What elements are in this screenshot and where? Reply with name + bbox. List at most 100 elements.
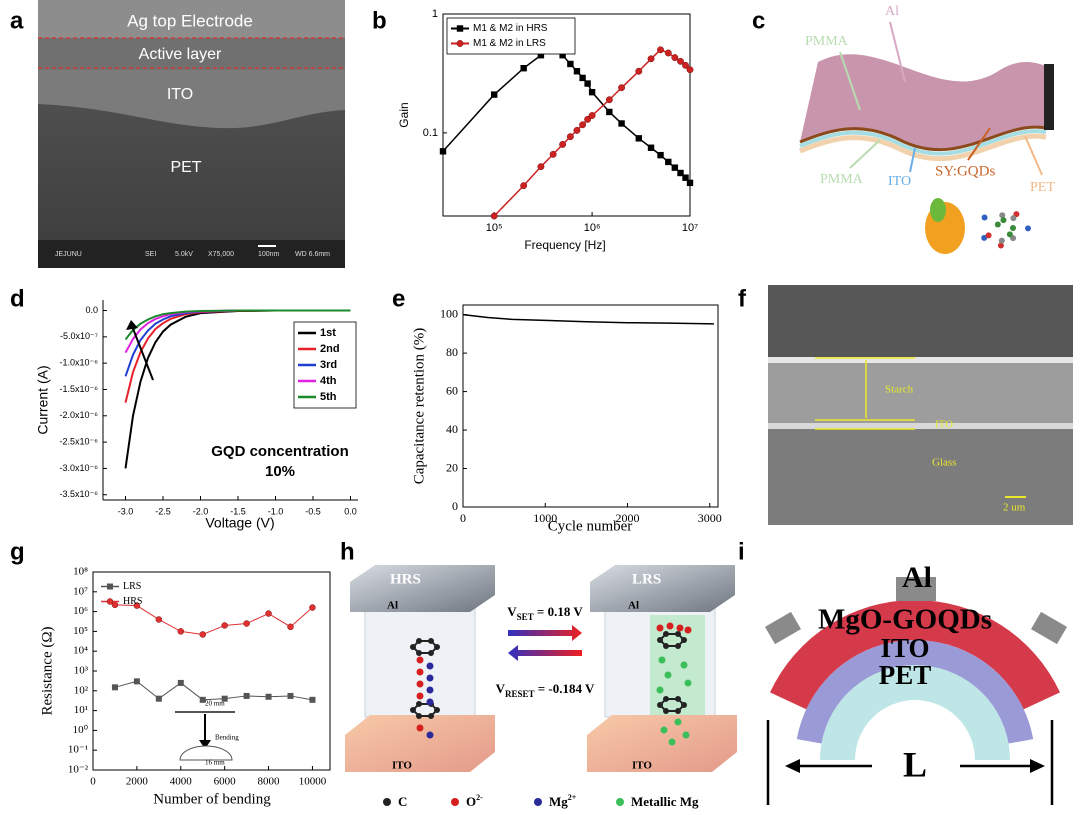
x-tick-label: 2000 bbox=[126, 776, 149, 788]
arrow bbox=[1024, 135, 1043, 176]
y-tick-label: 0.0 bbox=[85, 305, 98, 315]
x-tick-label: 3000 bbox=[698, 511, 722, 525]
marker bbox=[584, 115, 592, 123]
sem-footer bbox=[38, 240, 345, 268]
starch-layer bbox=[768, 363, 1073, 423]
y-tick-label: 1 bbox=[432, 8, 438, 20]
layer-label: PET bbox=[170, 159, 201, 176]
background-region bbox=[768, 285, 1073, 357]
marker bbox=[605, 96, 613, 104]
layer-label: Ag top Electrode bbox=[127, 11, 253, 30]
footer-text: JEJUNU bbox=[55, 251, 82, 258]
atom bbox=[1006, 231, 1013, 238]
ag-layer bbox=[38, 0, 345, 38]
x-tick-label: 10⁶ bbox=[584, 222, 601, 234]
carbon-atom bbox=[416, 713, 422, 720]
layer-label: ITO bbox=[935, 419, 953, 431]
legend-label: 1st bbox=[320, 327, 336, 339]
inset-dome bbox=[179, 745, 233, 761]
charts: 10⁵ 10⁶ 10⁷ 0.1 1 Frequency [Hz] Gain M1 & M2 i… bbox=[35, 8, 722, 808]
ion bbox=[656, 686, 664, 694]
ion bbox=[416, 724, 424, 732]
footer-text: X75,000 bbox=[208, 251, 234, 258]
electrode-label: ITO bbox=[392, 760, 412, 772]
reset-voltage: VRESET = -0.184 V bbox=[496, 681, 595, 699]
atom bbox=[998, 237, 1005, 244]
series-line bbox=[493, 48, 691, 217]
carbon-atom bbox=[675, 708, 681, 715]
y-tick-label: 40 bbox=[446, 422, 458, 436]
panel-letter: f bbox=[738, 285, 747, 312]
y-axis-label: Current (A) bbox=[35, 365, 51, 434]
carbon-atom bbox=[657, 702, 663, 708]
atoms bbox=[410, 622, 692, 746]
marker bbox=[199, 696, 206, 703]
atom bbox=[981, 234, 988, 241]
ion bbox=[684, 626, 692, 634]
atom bbox=[985, 232, 992, 239]
marker bbox=[287, 692, 294, 699]
atom bbox=[999, 212, 1006, 219]
annotation: 20 mm bbox=[205, 700, 225, 708]
carbon-atom bbox=[675, 695, 681, 702]
marker bbox=[567, 60, 574, 68]
marker bbox=[606, 108, 613, 116]
label-arrows bbox=[839, 21, 1043, 176]
marker bbox=[618, 84, 626, 92]
carbon-atom bbox=[657, 637, 663, 643]
marker bbox=[133, 602, 141, 609]
x-tick-label: 10⁵ bbox=[486, 222, 503, 234]
x-tick-label: 0.0 bbox=[344, 506, 357, 516]
plot-frame bbox=[442, 13, 691, 217]
bottom-electrode bbox=[345, 715, 495, 772]
carbon-atom bbox=[663, 695, 669, 702]
arch-layer bbox=[769, 600, 1061, 710]
marker bbox=[682, 61, 689, 69]
marker bbox=[566, 133, 574, 141]
marker bbox=[573, 126, 581, 134]
y-tick-label: -5.0x10⁻⁷ bbox=[60, 331, 98, 341]
y-tick-label: 10⁵ bbox=[73, 625, 88, 637]
panel-letter: c bbox=[752, 7, 765, 34]
x-axis-label: Number of bending bbox=[153, 791, 271, 807]
yellow-guides bbox=[815, 357, 1026, 498]
sem-footer-text: JEJUNU SEI 5.0kV X75,000 100nm WD 6.6mm bbox=[55, 251, 330, 258]
series-line bbox=[114, 680, 313, 701]
active-layer bbox=[38, 38, 345, 70]
ion bbox=[682, 731, 690, 739]
annotation: Bending bbox=[215, 734, 239, 742]
ion bbox=[426, 731, 434, 739]
ion bbox=[674, 718, 682, 726]
legend-label: Metallic Mg bbox=[631, 794, 699, 809]
marker bbox=[133, 678, 140, 685]
reset-arrow bbox=[508, 645, 582, 661]
ion bbox=[666, 622, 674, 630]
y-tick-label: -1.5x10⁻⁶ bbox=[60, 384, 99, 394]
arrow bbox=[849, 139, 881, 169]
x-tick-label: -3.0 bbox=[118, 506, 134, 516]
state-label: LRS bbox=[632, 571, 661, 587]
marker bbox=[265, 693, 272, 700]
marker bbox=[155, 616, 163, 623]
layer-label: ITO bbox=[167, 86, 193, 103]
arrow bbox=[889, 21, 906, 83]
marker bbox=[559, 140, 567, 148]
ion bbox=[656, 624, 664, 632]
set-arrow bbox=[508, 625, 582, 641]
marker bbox=[107, 583, 113, 590]
y-tick-label: 10⁻² bbox=[68, 764, 89, 776]
y-tick-label: 80 bbox=[446, 345, 458, 359]
set-voltage: VSET = 0.18 V bbox=[507, 604, 583, 622]
legend-label: C bbox=[398, 794, 407, 809]
legend-dot bbox=[451, 798, 459, 806]
panel-i: Al MgO-GOQDs ITO PET L bbox=[765, 561, 1067, 805]
marker bbox=[537, 163, 545, 171]
marker bbox=[287, 623, 294, 631]
annotation: 16 mm bbox=[205, 759, 225, 767]
ion bbox=[426, 698, 434, 706]
footer-text: SEI bbox=[145, 251, 156, 258]
y-tick-label: 10² bbox=[74, 684, 89, 696]
x-tick-label: 4000 bbox=[170, 776, 193, 788]
sheet-top bbox=[800, 54, 1046, 150]
